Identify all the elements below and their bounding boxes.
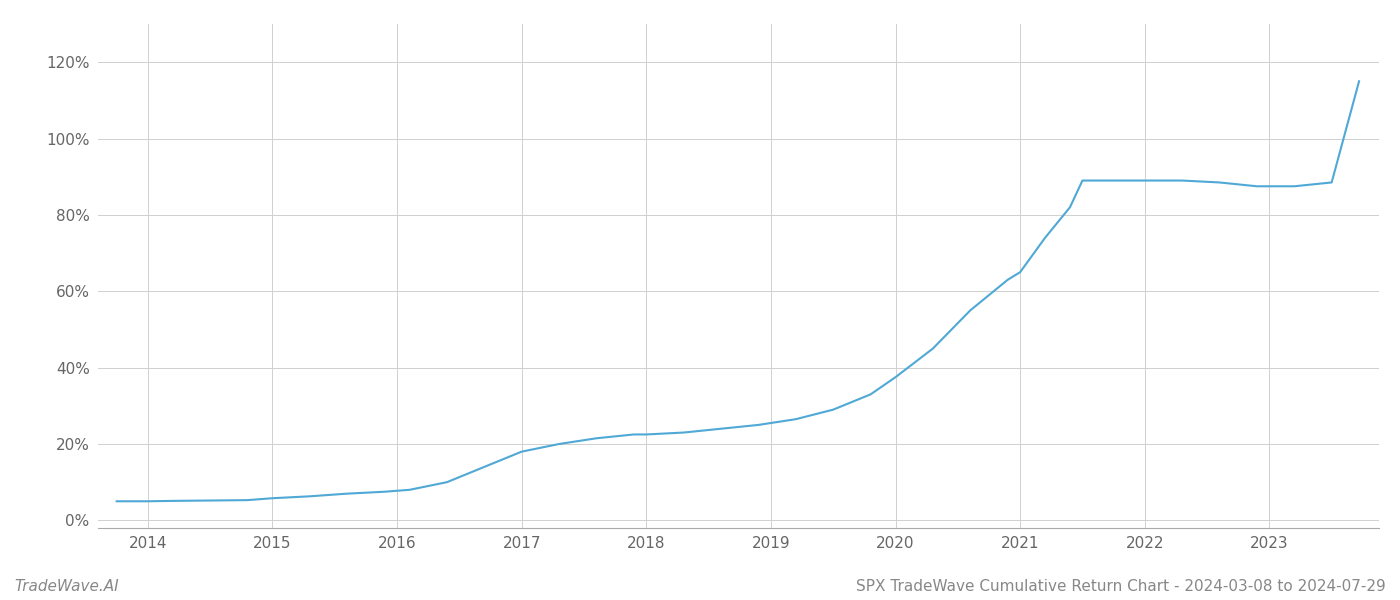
Text: SPX TradeWave Cumulative Return Chart - 2024-03-08 to 2024-07-29: SPX TradeWave Cumulative Return Chart - … bbox=[857, 579, 1386, 594]
Text: TradeWave.AI: TradeWave.AI bbox=[14, 579, 119, 594]
